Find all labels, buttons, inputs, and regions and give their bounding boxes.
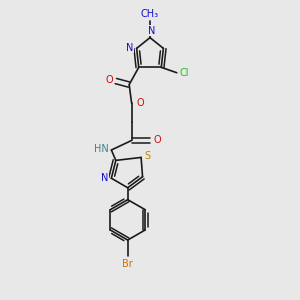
Text: Br: Br [122,260,133,269]
Text: Cl: Cl [179,68,189,78]
Text: S: S [144,151,150,161]
Text: O: O [136,98,144,108]
Text: O: O [154,135,161,145]
Text: HN: HN [94,144,108,154]
Text: O: O [106,75,113,85]
Text: N: N [101,173,108,183]
Text: N: N [126,43,134,53]
Text: CH₃: CH₃ [141,9,159,19]
Text: N: N [148,26,155,36]
